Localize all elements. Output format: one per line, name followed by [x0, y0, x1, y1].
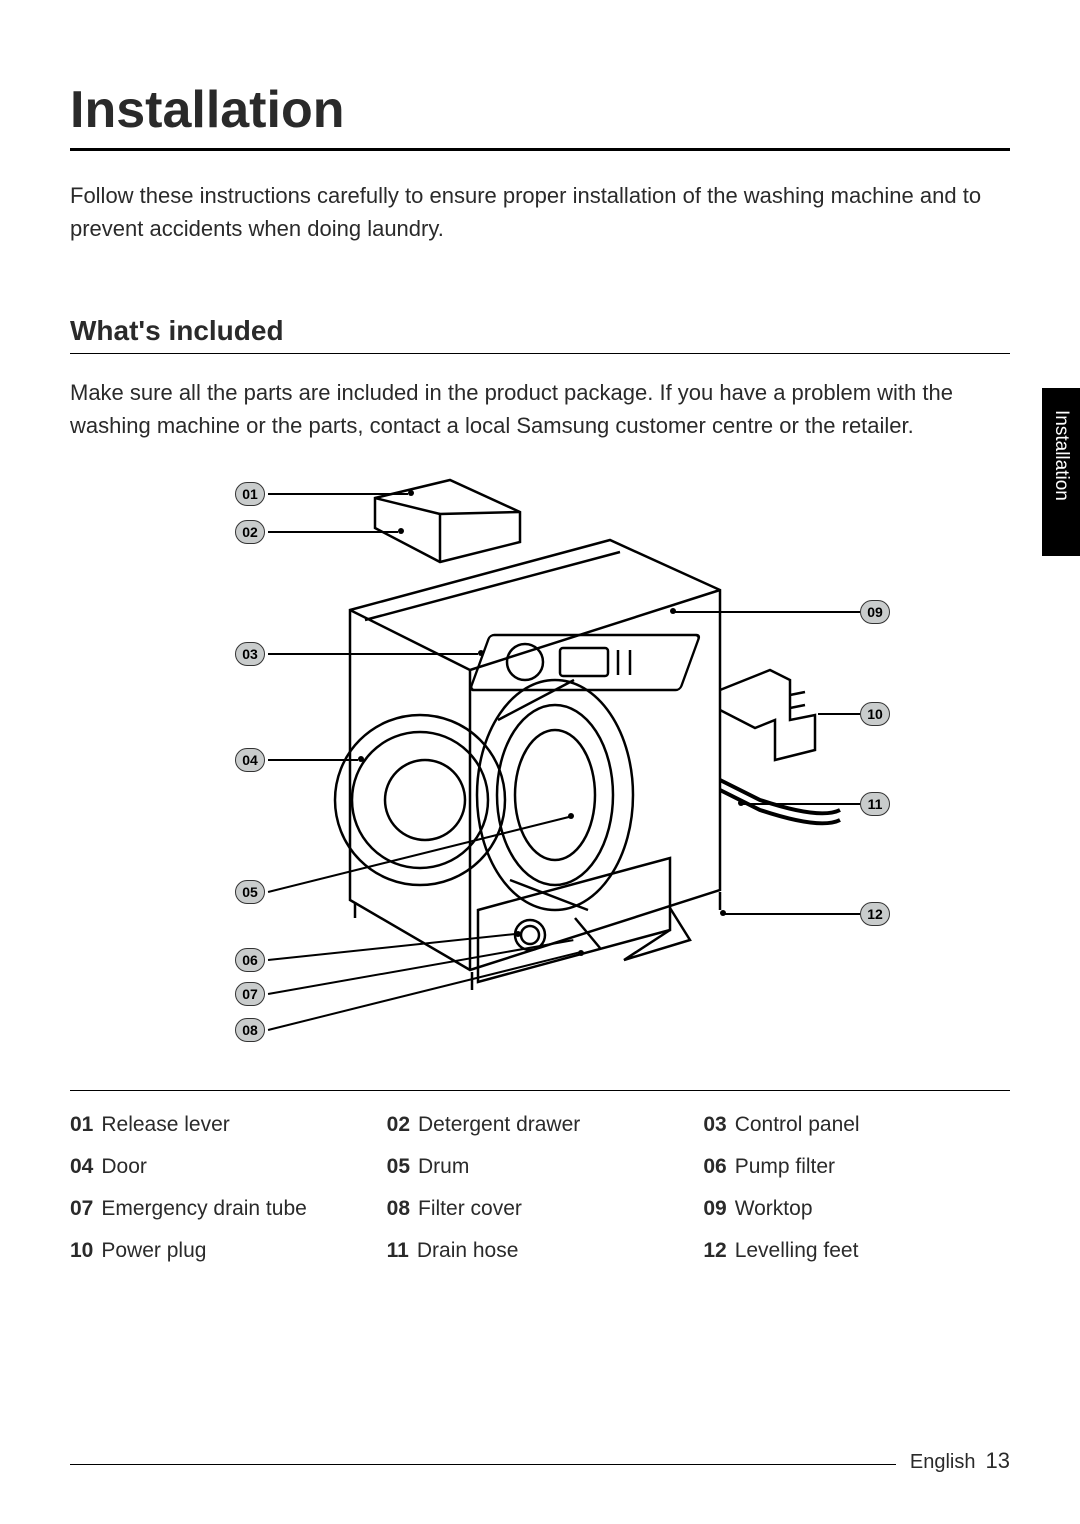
part-item: 01 Release lever — [70, 1113, 377, 1137]
callout-08: 08 — [235, 1018, 265, 1042]
leader-line — [268, 531, 398, 533]
part-num: 05 — [387, 1155, 410, 1179]
part-item: 09 Worktop — [703, 1197, 1010, 1221]
leader-line — [818, 713, 860, 715]
parts-diagram: 01 02 03 04 05 06 07 08 09 10 11 12 — [180, 470, 900, 1060]
leader-dot — [670, 608, 676, 614]
part-item: 08 Filter cover — [387, 1197, 694, 1221]
side-tab-label: Installation — [1050, 410, 1072, 501]
callout-03: 03 — [235, 642, 265, 666]
leader-line — [740, 803, 860, 805]
callout-02: 02 — [235, 520, 265, 544]
part-item: 12 Levelling feet — [703, 1239, 1010, 1263]
part-item: 03 Control panel — [703, 1113, 1010, 1137]
part-label: Drum — [418, 1155, 469, 1179]
part-num: 04 — [70, 1155, 93, 1179]
callout-04: 04 — [235, 748, 265, 772]
leader-dot — [408, 490, 414, 496]
footer-page: 13 — [986, 1448, 1010, 1474]
part-label: Control panel — [735, 1113, 860, 1137]
leader-dot — [515, 931, 521, 937]
leader-dot — [358, 756, 364, 762]
leader-dot — [398, 528, 404, 534]
leader-line — [268, 759, 358, 761]
part-label: Levelling feet — [735, 1239, 859, 1263]
part-num: 09 — [703, 1197, 726, 1221]
leader-line — [268, 653, 478, 655]
leader-line — [672, 611, 860, 613]
separator — [70, 1090, 1010, 1091]
leader-dot — [738, 800, 744, 806]
part-label: Power plug — [101, 1239, 206, 1263]
callout-05: 05 — [235, 880, 265, 904]
section-subtitle: What's included — [70, 315, 1010, 354]
part-item: 02 Detergent drawer — [387, 1113, 694, 1137]
callout-11: 11 — [860, 792, 890, 816]
intro-text: Follow these instructions carefully to e… — [70, 179, 1010, 245]
part-item: 07 Emergency drain tube — [70, 1197, 377, 1221]
footer-lang: English — [910, 1451, 976, 1474]
callout-09: 09 — [860, 600, 890, 624]
part-label: Release lever — [101, 1113, 229, 1137]
part-label: Filter cover — [418, 1197, 522, 1221]
leader-dot — [578, 950, 584, 956]
part-num: 03 — [703, 1113, 726, 1137]
part-num: 01 — [70, 1113, 93, 1137]
part-item: 04 Door — [70, 1155, 377, 1179]
part-label: Worktop — [735, 1197, 813, 1221]
part-item: 10 Power plug — [70, 1239, 377, 1263]
callout-12: 12 — [860, 902, 890, 926]
part-num: 06 — [703, 1155, 726, 1179]
part-num: 12 — [703, 1239, 726, 1263]
part-label: Detergent drawer — [418, 1113, 580, 1137]
callout-07: 07 — [235, 982, 265, 1006]
leader-dot — [720, 910, 726, 916]
part-label: Emergency drain tube — [101, 1197, 306, 1221]
part-num: 02 — [387, 1113, 410, 1137]
leader-line — [722, 913, 860, 915]
page-title: Installation — [70, 80, 1010, 151]
part-num: 10 — [70, 1239, 93, 1263]
part-num: 08 — [387, 1197, 410, 1221]
parts-list: 01 Release lever 02 Detergent drawer 03 Con… — [70, 1113, 1010, 1263]
side-tab: Installation — [1042, 388, 1080, 556]
part-num: 07 — [70, 1197, 93, 1221]
callout-10: 10 — [860, 702, 890, 726]
leader-line — [268, 493, 408, 495]
callout-01: 01 — [235, 482, 265, 506]
part-label: Door — [101, 1155, 147, 1179]
part-item: 06 Pump filter — [703, 1155, 1010, 1179]
part-label: Drain hose — [417, 1239, 519, 1263]
leader-dot — [568, 813, 574, 819]
part-label: Pump filter — [735, 1155, 835, 1179]
washing-machine-illustration — [180, 470, 900, 1060]
body-text: Make sure all the parts are included in … — [70, 376, 1010, 442]
part-item: 05 Drum — [387, 1155, 694, 1179]
footer-rule — [70, 1464, 896, 1465]
callout-06: 06 — [235, 948, 265, 972]
leader-dot — [478, 650, 484, 656]
page-footer: English 13 — [70, 1448, 1010, 1474]
part-item: 11 Drain hose — [387, 1239, 694, 1263]
part-num: 11 — [387, 1239, 409, 1263]
